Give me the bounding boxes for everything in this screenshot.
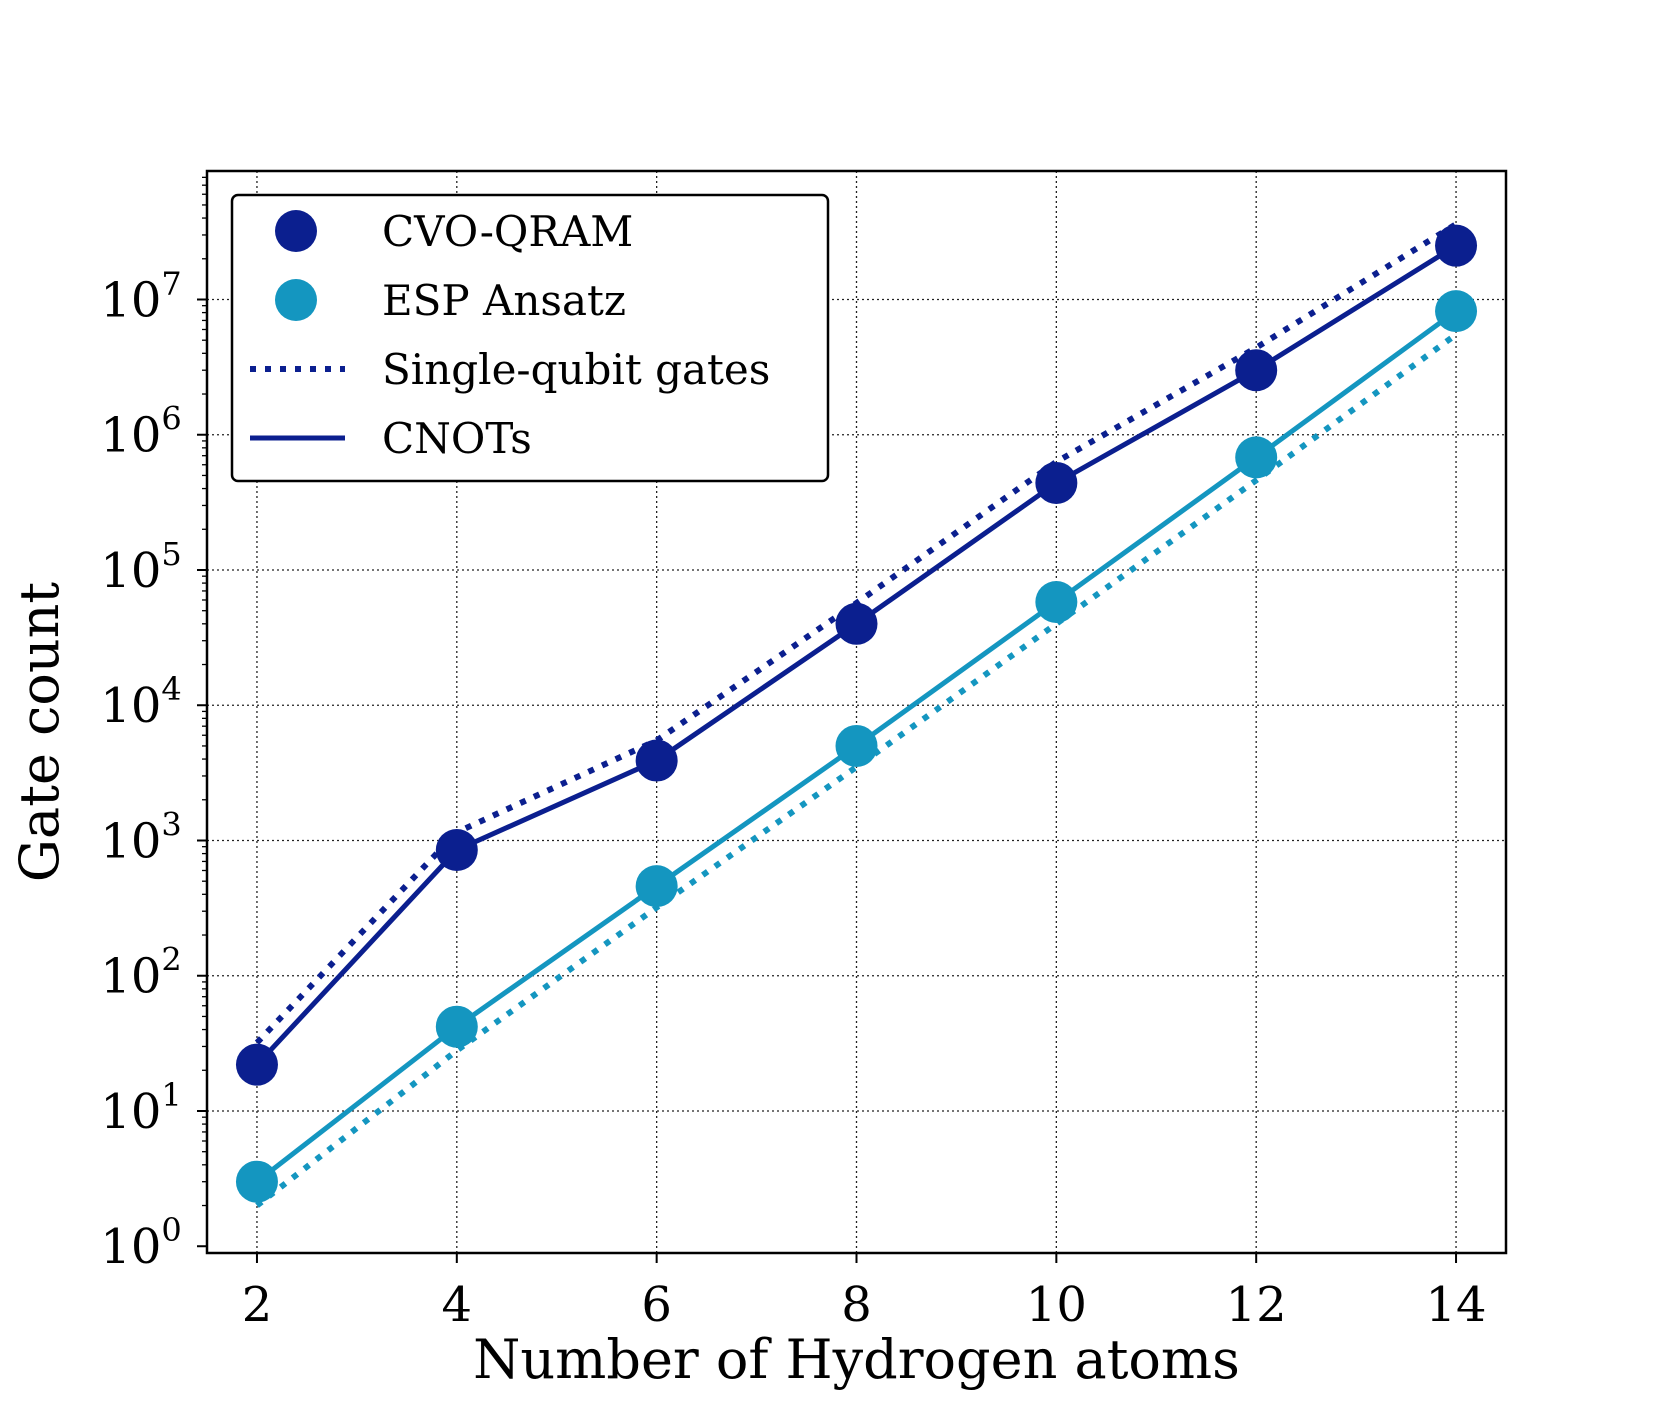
cvo-qram-cnots-point: [1235, 349, 1278, 392]
y-tick-label: 103: [100, 805, 181, 869]
legend: CVO-QRAM ESP Ansatz Single-qubit gates CNOT…: [230, 193, 830, 483]
cvo-qram-cnots-point: [1035, 461, 1078, 504]
legend-label-single-qubit-gates: Single-qubit gates: [382, 345, 770, 394]
x-tick-label: 4: [442, 1277, 473, 1333]
x-tick-label: 2: [242, 1277, 273, 1333]
series-layer: [235, 221, 1478, 1208]
x-tick-label: 14: [1425, 1277, 1486, 1333]
y-tick-label: 100: [100, 1211, 181, 1275]
x-tick-label: 6: [641, 1277, 672, 1333]
legend-box: [230, 193, 830, 483]
y-axis-label: Gate count: [8, 582, 71, 882]
y-tick-label: 101: [100, 1076, 181, 1140]
esp-ansatz-cnots-point: [1435, 290, 1478, 333]
axis-ticks: 2 4 6 8 10 12 14 100 101 102 103 104 105 106 107: [100, 176, 1487, 1333]
cvo-qram-cnots-point: [835, 602, 878, 645]
x-tick-label: 12: [1226, 1277, 1287, 1333]
esp-ansatz-cnots-point: [1035, 580, 1078, 623]
x-axis-label: Number of Hydrogen atoms: [473, 1328, 1240, 1391]
esp-ansatz-cnots-point: [835, 724, 878, 767]
y-tick-label: 105: [100, 535, 181, 599]
cvo-qram-cnots-point: [235, 1043, 278, 1086]
legend-marker-esp-ansatz: [275, 279, 317, 321]
legend-label-cnots: CNOTs: [382, 414, 532, 463]
y-tick-label: 102: [100, 941, 181, 1005]
y-tick-label: 106: [100, 400, 181, 464]
cvo-qram-cnots-point: [635, 739, 678, 782]
esp-ansatz-cnots-point: [235, 1160, 278, 1203]
y-tick-label: 107: [100, 264, 181, 328]
x-tick-label: 8: [841, 1277, 872, 1333]
esp-ansatz-cnots-point: [1235, 436, 1278, 479]
y-tick-label: 104: [100, 670, 181, 734]
legend-label-esp-ansatz: ESP Ansatz: [382, 276, 626, 325]
legend-marker-cvo-qram: [275, 210, 317, 252]
cvo-qram-cnots-point: [435, 829, 478, 872]
esp-ansatz-single-qubit-gates-line: [255, 332, 1458, 1208]
x-tick-label: 10: [1026, 1277, 1087, 1333]
legend-label-cvo-qram: CVO-QRAM: [382, 207, 633, 256]
esp-ansatz-cnots-point: [435, 1005, 478, 1048]
esp-ansatz-cnots-point: [635, 865, 678, 908]
cvo-qram-cnots-point: [1435, 224, 1478, 267]
